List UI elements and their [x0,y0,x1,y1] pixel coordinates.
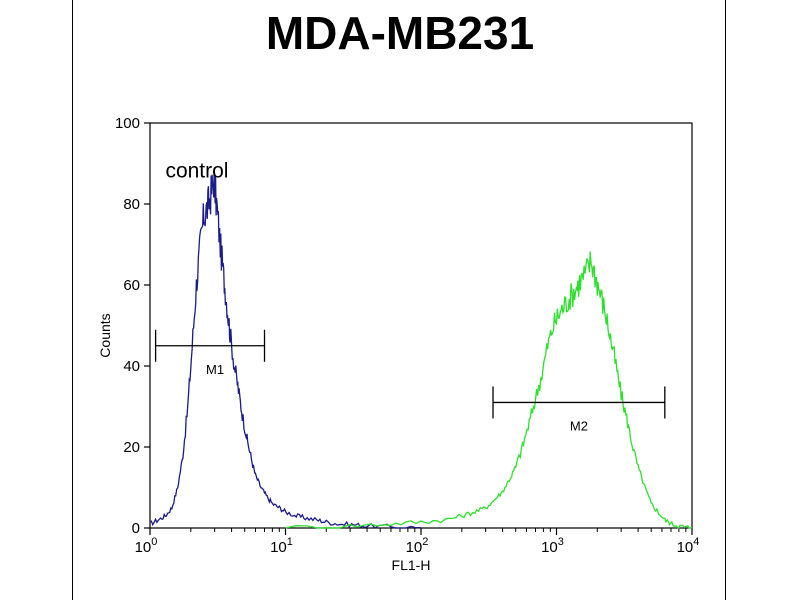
y-tick-label: 60 [123,277,140,294]
plot-area: 0 20 40 60 80 100 100 101 102 103 104 FL1-H Counts M1… [97,115,699,573]
gate-label: M2 [570,418,588,433]
annotation-control-label: control [165,160,228,183]
x-tick-label: 103 [541,536,564,556]
plot-border [149,122,693,529]
x-tick-label: 101 [270,536,293,556]
x-tick-label: 104 [677,536,700,556]
series-line-2 [285,251,693,529]
figure-frame [72,0,726,600]
y-tick-label: 100 [115,115,140,132]
x-axis-label: FL1-H [392,557,431,573]
y-tick-label: 20 [123,439,140,456]
y-tick-label: 40 [123,358,140,375]
chart-title: MDA-MB231 [265,7,535,59]
y-tick-label: 0 [132,520,140,537]
x-tick-label: 100 [135,536,158,556]
y-axis-label: Counts [97,313,113,357]
gate-label: M1 [206,362,224,377]
y-tick-label: 80 [123,196,140,213]
series-line-1 [149,173,422,529]
x-tick-label: 102 [406,536,429,556]
